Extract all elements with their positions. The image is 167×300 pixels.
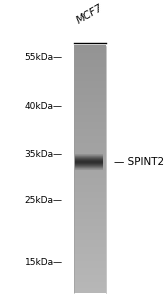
- Text: 40kDa—: 40kDa—: [25, 102, 63, 111]
- Text: 25kDa—: 25kDa—: [25, 196, 63, 206]
- Text: 55kDa—: 55kDa—: [25, 53, 63, 62]
- Text: 35kDa—: 35kDa—: [25, 150, 63, 159]
- Text: 15kDa—: 15kDa—: [25, 258, 63, 267]
- Text: MCF7: MCF7: [75, 2, 105, 26]
- Text: — SPINT2: — SPINT2: [114, 157, 164, 167]
